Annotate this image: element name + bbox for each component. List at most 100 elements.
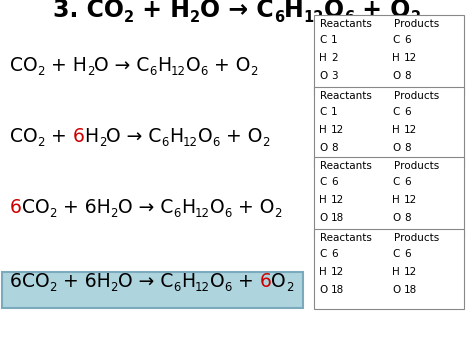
Text: H: H	[319, 125, 327, 135]
Text: O: O	[319, 143, 327, 153]
Text: O → C: O → C	[118, 198, 173, 217]
Text: 12: 12	[331, 267, 344, 277]
Text: 12: 12	[195, 281, 210, 294]
Text: 3: 3	[331, 71, 337, 81]
Text: H: H	[392, 53, 400, 63]
Text: + H: + H	[134, 0, 190, 22]
Text: 2: 2	[99, 136, 106, 149]
Text: 2: 2	[411, 10, 421, 25]
Text: 6: 6	[150, 65, 157, 78]
Text: 6: 6	[173, 207, 181, 220]
Text: 12: 12	[183, 136, 198, 149]
Text: 2: 2	[49, 281, 57, 294]
Text: H: H	[319, 267, 327, 277]
Text: 2: 2	[331, 53, 337, 63]
Text: + H: + H	[45, 56, 87, 75]
Text: 6: 6	[404, 35, 410, 45]
Text: O: O	[198, 127, 212, 146]
Text: O → C: O → C	[118, 272, 173, 291]
Text: C: C	[392, 249, 400, 259]
Text: 6: 6	[212, 136, 220, 149]
Text: O: O	[272, 272, 286, 291]
Text: 12: 12	[404, 125, 417, 135]
Text: 6: 6	[404, 107, 410, 117]
Text: 12: 12	[171, 65, 186, 78]
Text: H: H	[284, 0, 304, 22]
Text: + O: + O	[232, 198, 274, 217]
Text: +: +	[45, 127, 73, 146]
Text: 2: 2	[190, 10, 201, 25]
Text: Products: Products	[394, 161, 439, 171]
Text: H: H	[181, 198, 195, 217]
Text: 6: 6	[331, 249, 337, 259]
Text: 2: 2	[37, 65, 45, 78]
Text: 2: 2	[110, 207, 118, 220]
Text: + O: + O	[220, 127, 262, 146]
Text: +: +	[232, 272, 259, 291]
Text: 6: 6	[173, 281, 181, 294]
FancyBboxPatch shape	[2, 272, 303, 308]
Text: 12: 12	[404, 267, 417, 277]
Text: H: H	[169, 127, 183, 146]
Text: H: H	[181, 272, 195, 291]
Text: 2: 2	[274, 207, 282, 220]
Text: 6: 6	[73, 127, 85, 146]
Text: Products: Products	[394, 91, 439, 101]
Text: Reactants: Reactants	[320, 233, 372, 243]
Text: C: C	[392, 177, 400, 187]
Text: 12: 12	[404, 195, 417, 205]
Text: H: H	[392, 195, 400, 205]
Text: + O: + O	[208, 56, 250, 75]
Text: 6: 6	[331, 177, 337, 187]
Text: Products: Products	[394, 19, 439, 29]
Text: C: C	[319, 35, 327, 45]
Text: 2: 2	[250, 65, 258, 78]
Text: C: C	[319, 107, 327, 117]
Text: O: O	[392, 71, 400, 81]
Text: 6: 6	[274, 10, 284, 25]
Text: 6: 6	[224, 207, 232, 220]
Text: + O: + O	[355, 0, 411, 22]
Text: Reactants: Reactants	[320, 91, 372, 101]
Text: O: O	[186, 56, 201, 75]
Text: O: O	[392, 143, 400, 153]
Text: 6: 6	[10, 272, 22, 291]
Text: H: H	[319, 195, 327, 205]
Bar	[314, 15, 464, 95]
Text: 2: 2	[124, 10, 134, 25]
Text: 1: 1	[331, 107, 337, 117]
Text: 6: 6	[404, 249, 410, 259]
Text: Reactants: Reactants	[320, 19, 372, 29]
Text: 2: 2	[286, 281, 293, 294]
Text: O: O	[319, 71, 327, 81]
Text: O: O	[392, 213, 400, 223]
Text: 3. CO: 3. CO	[53, 0, 124, 22]
Text: 2: 2	[87, 65, 94, 78]
Text: C: C	[319, 177, 327, 187]
Text: CO: CO	[10, 127, 37, 146]
Text: H: H	[319, 53, 327, 63]
Text: 2: 2	[37, 136, 45, 149]
Text: 8: 8	[404, 143, 410, 153]
Text: 12: 12	[331, 125, 344, 135]
Text: 6: 6	[224, 281, 232, 294]
Text: 12: 12	[195, 207, 210, 220]
Text: 18: 18	[331, 285, 344, 295]
Text: 6: 6	[404, 177, 410, 187]
Text: 18: 18	[331, 213, 344, 223]
Text: 8: 8	[331, 143, 337, 153]
Text: 12: 12	[331, 195, 344, 205]
Text: O: O	[319, 285, 327, 295]
Text: C: C	[392, 35, 400, 45]
Text: 8: 8	[404, 213, 410, 223]
Text: Products: Products	[394, 233, 439, 243]
Text: CO: CO	[10, 56, 37, 75]
Text: 6: 6	[344, 10, 355, 25]
Text: C: C	[319, 249, 327, 259]
Text: O → C: O → C	[106, 127, 162, 146]
Text: O: O	[319, 213, 327, 223]
Text: + 6H: + 6H	[57, 272, 110, 291]
Text: 8: 8	[404, 71, 410, 81]
Text: O: O	[210, 272, 224, 291]
Text: 6: 6	[162, 136, 169, 149]
